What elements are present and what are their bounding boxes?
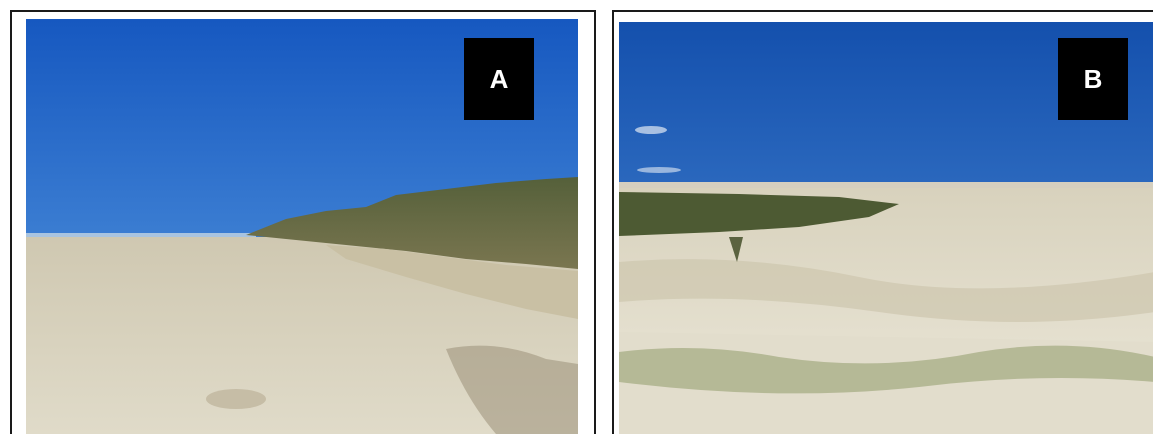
distant-dunes — [619, 182, 1153, 190]
panel-label-a: A — [464, 38, 534, 120]
photo-panel-a: A — [10, 10, 596, 434]
dune-slope — [326, 245, 578, 319]
photo-panel-b: B — [612, 10, 1153, 434]
panel-label-b: B — [1058, 38, 1128, 120]
cloud — [637, 167, 681, 173]
vegetated-foredune — [246, 177, 578, 269]
eroded-sand — [446, 345, 578, 434]
sea-horizon — [26, 233, 256, 239]
dune-ridge — [619, 259, 1153, 322]
vegetation-patch — [619, 192, 899, 236]
grass-tufts — [619, 345, 1153, 394]
shrub — [729, 237, 743, 262]
cloud — [635, 126, 667, 134]
sand-mound — [206, 389, 266, 409]
